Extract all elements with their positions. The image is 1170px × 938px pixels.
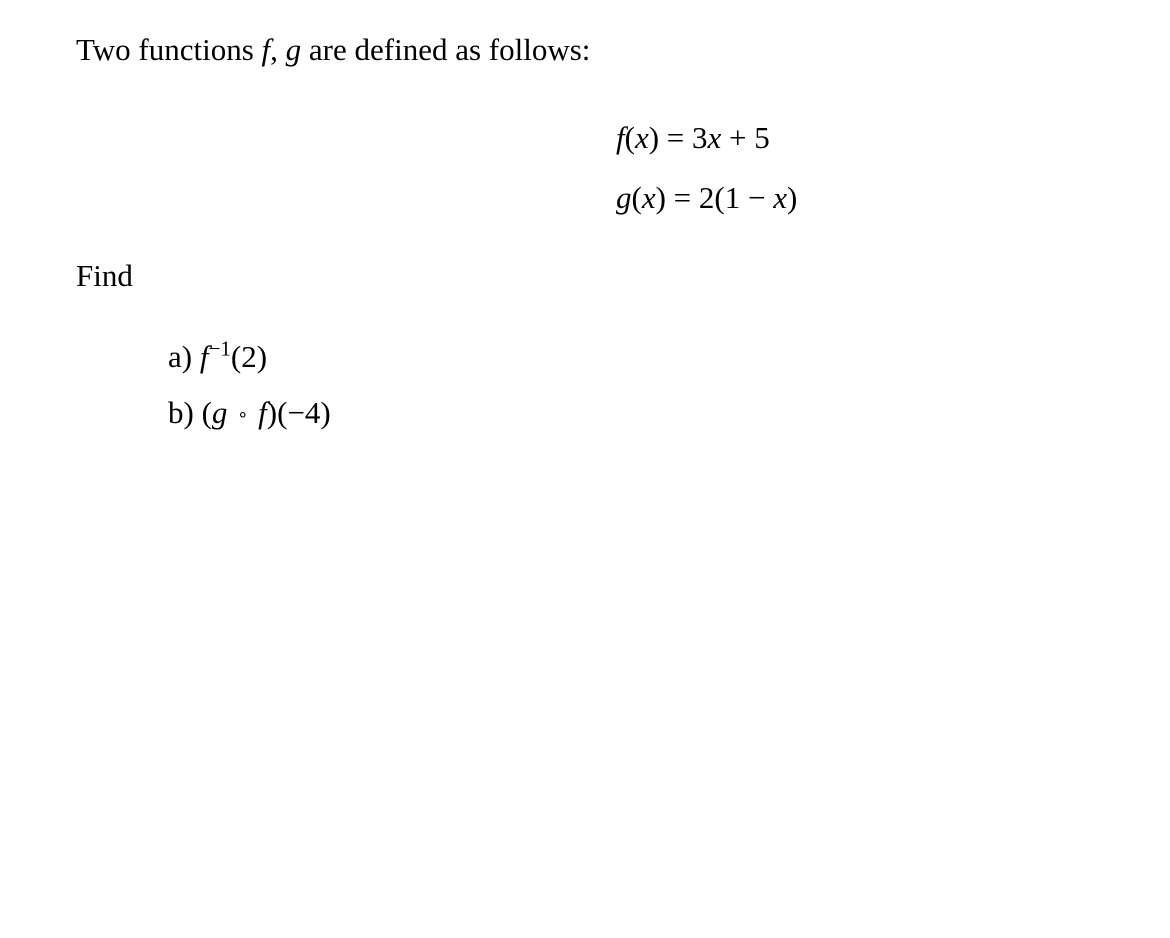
part-b-g: g [212,395,228,430]
compose-icon [227,395,235,430]
parts-list: a) f−1(2) b) (g ∘ f)(−4) [168,336,1170,434]
definition-g: g(x) = 2(1 − x) [616,179,1170,216]
def-f-close: ) [649,120,659,155]
part-a-arg: 2 [241,339,257,374]
part-a-inv-exp: −1 [208,336,230,360]
def-f-eq: = [659,120,692,155]
def-g-var: x [642,180,656,215]
part-b-f: f [258,395,267,430]
part-a-lparen: ( [231,339,241,374]
intro-prefix: Two functions [76,32,262,67]
def-f-fn: f [616,120,625,155]
find-label: Find [76,258,1170,294]
def-f-of: ( [625,120,635,155]
def-f-rhs-x: x [708,120,722,155]
intro-g: g [286,32,302,67]
function-definitions: f(x) = 3x + 5 g(x) = 2(1 − x) [616,119,1170,215]
definition-f: f(x) = 3x + 5 [616,119,1170,156]
def-g-of: ( [632,180,642,215]
def-f-rhs-b: + 5 [721,120,769,155]
part-a-rparen: ) [257,339,267,374]
part-b-compose: ∘ [235,404,250,424]
part-b-arg: −4 [287,395,320,430]
def-g-eq: = [666,180,699,215]
part-b-lparen: ( [202,395,212,430]
part-b: b) (g ∘ f)(−4) [168,392,1170,434]
def-f-rhs-a: 3 [692,120,708,155]
def-g-close: ) [656,180,666,215]
def-g-rhs-a: 2(1 − [699,180,773,215]
def-g-fn: g [616,180,632,215]
intro-suffix: are defined as follows: [301,32,590,67]
def-g-rhs-b: ) [787,180,797,215]
part-b-label: b) [168,395,202,430]
part-b-rparen2: ) [320,395,330,430]
part-b-lparen2: ( [277,395,287,430]
intro-comma: , [270,32,286,67]
part-a-label: a) [168,339,200,374]
part-a: a) f−1(2) [168,336,1170,378]
intro-f: f [262,32,271,67]
part-b-rparen: ) [267,395,277,430]
def-g-rhs-x: x [773,180,787,215]
def-f-var: x [635,120,649,155]
problem-intro: Two functions f, g are defined as follow… [76,28,1170,71]
